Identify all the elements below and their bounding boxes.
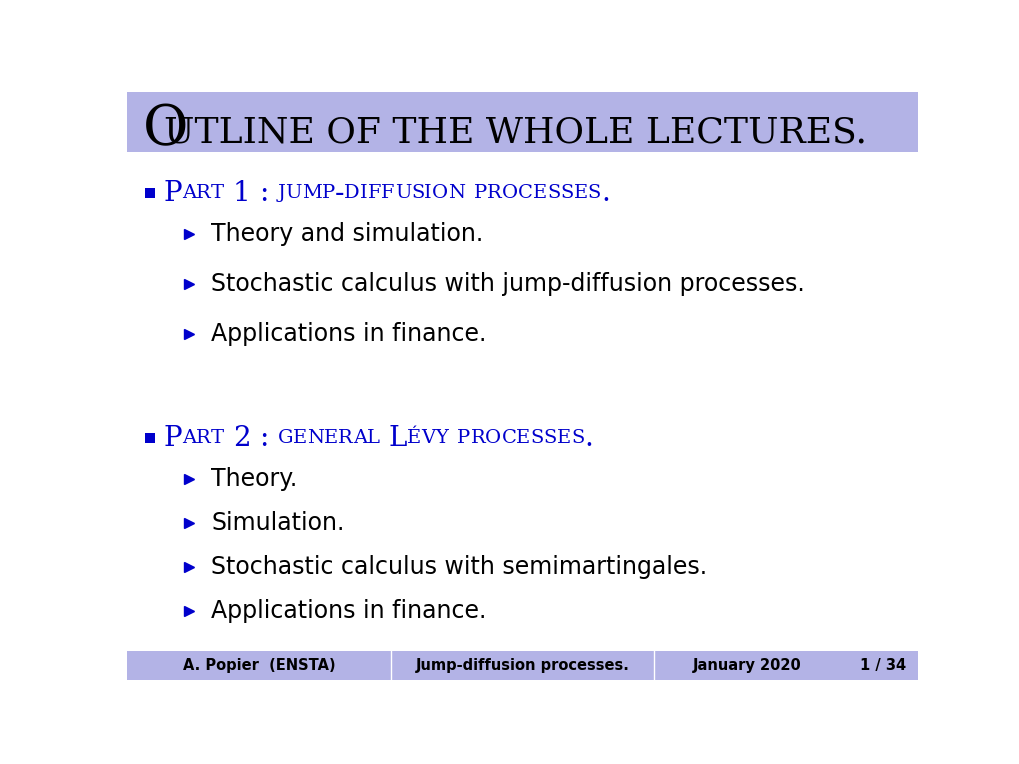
Text: L: L bbox=[388, 425, 407, 452]
Text: E: E bbox=[516, 429, 530, 447]
Text: S: S bbox=[587, 184, 600, 202]
Text: I: I bbox=[360, 184, 367, 202]
Text: 1: 1 bbox=[232, 180, 250, 207]
Text: :: : bbox=[259, 180, 268, 207]
Text: T: T bbox=[211, 429, 223, 447]
Text: N: N bbox=[307, 429, 324, 447]
Text: I: I bbox=[424, 184, 431, 202]
Text: S: S bbox=[559, 184, 573, 202]
Text: S: S bbox=[530, 429, 543, 447]
Text: E: E bbox=[556, 429, 571, 447]
Text: 2: 2 bbox=[232, 425, 250, 452]
Text: C: C bbox=[501, 429, 516, 447]
Text: P: P bbox=[457, 429, 470, 447]
Text: Jump-diffusion processes.: Jump-diffusion processes. bbox=[416, 658, 629, 673]
Text: P: P bbox=[163, 180, 181, 207]
Text: U: U bbox=[394, 184, 411, 202]
Text: E: E bbox=[292, 429, 307, 447]
Text: S: S bbox=[543, 429, 556, 447]
Text: Stochastic calculus with jump-diffusion processes.: Stochastic calculus with jump-diffusion … bbox=[211, 272, 804, 296]
Text: J: J bbox=[277, 184, 285, 202]
Text: F: F bbox=[381, 184, 394, 202]
Text: R: R bbox=[487, 184, 501, 202]
Text: U: U bbox=[285, 184, 302, 202]
Text: R: R bbox=[470, 429, 485, 447]
Text: E: E bbox=[324, 429, 338, 447]
Text: D: D bbox=[344, 184, 360, 202]
Text: C: C bbox=[518, 184, 532, 202]
Text: 1 / 34: 1 / 34 bbox=[859, 658, 906, 673]
Text: E: E bbox=[532, 184, 546, 202]
Text: S: S bbox=[546, 184, 559, 202]
Text: O: O bbox=[431, 184, 447, 202]
Text: Applications in finance.: Applications in finance. bbox=[211, 599, 486, 623]
Text: T: T bbox=[211, 184, 223, 202]
Text: S: S bbox=[411, 184, 424, 202]
Bar bbox=[127, 92, 917, 152]
Text: G: G bbox=[277, 429, 292, 447]
Text: P: P bbox=[474, 184, 487, 202]
Text: .: . bbox=[600, 180, 609, 207]
Text: A: A bbox=[353, 429, 367, 447]
Text: E: E bbox=[573, 184, 587, 202]
Text: Theory and simulation.: Theory and simulation. bbox=[211, 222, 483, 246]
Text: O: O bbox=[501, 184, 518, 202]
Bar bbox=[145, 433, 155, 443]
Text: :: : bbox=[259, 425, 268, 452]
Text: P: P bbox=[163, 425, 181, 452]
Text: N: N bbox=[447, 184, 465, 202]
Text: -: - bbox=[334, 180, 344, 207]
Bar bbox=[145, 188, 155, 199]
Text: UTLINE OF THE WHOLE LECTURES.: UTLINE OF THE WHOLE LECTURES. bbox=[164, 115, 866, 150]
Text: É: É bbox=[407, 429, 421, 447]
Bar bbox=[127, 651, 917, 680]
Text: L: L bbox=[367, 429, 380, 447]
Text: O: O bbox=[485, 429, 501, 447]
Text: V: V bbox=[421, 429, 435, 447]
Text: O: O bbox=[143, 103, 189, 157]
Text: R: R bbox=[338, 429, 353, 447]
Text: A: A bbox=[181, 184, 196, 202]
Text: A. Popier  (ENSTA): A. Popier (ENSTA) bbox=[182, 658, 335, 673]
Text: Stochastic calculus with semimartingales.: Stochastic calculus with semimartingales… bbox=[211, 555, 706, 579]
Text: .: . bbox=[584, 425, 593, 452]
Text: Simulation.: Simulation. bbox=[211, 511, 344, 535]
Text: January 2020: January 2020 bbox=[692, 658, 801, 673]
Text: A: A bbox=[181, 429, 196, 447]
Text: R: R bbox=[196, 184, 211, 202]
Text: Applications in finance.: Applications in finance. bbox=[211, 322, 486, 346]
Text: M: M bbox=[302, 184, 321, 202]
Text: F: F bbox=[367, 184, 381, 202]
Text: S: S bbox=[571, 429, 584, 447]
Text: Y: Y bbox=[435, 429, 448, 447]
Text: R: R bbox=[196, 429, 211, 447]
Text: P: P bbox=[321, 184, 334, 202]
Text: Theory.: Theory. bbox=[211, 467, 298, 491]
